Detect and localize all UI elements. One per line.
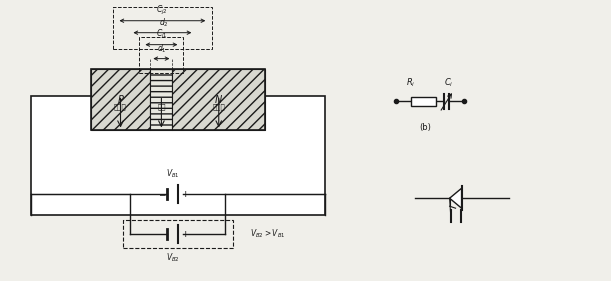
Text: +: + [181, 230, 188, 239]
Text: N: N [215, 94, 222, 105]
Text: $R_i$: $R_i$ [406, 76, 416, 89]
Bar [123, 220, 233, 248]
Text: P: P [117, 94, 123, 105]
Text: −: − [158, 190, 165, 199]
Text: $C_{j2}$: $C_{j2}$ [156, 4, 167, 17]
Text: 导电板: 导电板 [114, 103, 127, 110]
Bar [150, 69, 172, 130]
Bar [411, 96, 436, 106]
Text: $d_2$: $d_2$ [158, 16, 168, 29]
Text: (b): (b) [420, 123, 431, 132]
Bar [139, 37, 183, 72]
Bar [112, 7, 212, 49]
Text: $V_{B2}$: $V_{B2}$ [166, 251, 180, 264]
Text: 导电板: 导电板 [213, 103, 225, 110]
Text: $V_{B1}$: $V_{B1}$ [166, 168, 180, 180]
Polygon shape [450, 188, 461, 208]
Text: 介质: 介质 [157, 103, 166, 110]
Bar [90, 69, 265, 130]
Text: $V_{B2}>V_{B1}$: $V_{B2}>V_{B1}$ [250, 228, 286, 240]
Bar [90, 69, 150, 130]
Text: $d_1$: $d_1$ [156, 42, 166, 55]
Bar [172, 69, 265, 130]
Text: +: + [181, 190, 188, 199]
Text: $C_{j1}$: $C_{j1}$ [156, 28, 167, 41]
Text: −: − [156, 230, 164, 239]
Bar [31, 96, 325, 215]
Text: $C_i$: $C_i$ [444, 76, 454, 89]
